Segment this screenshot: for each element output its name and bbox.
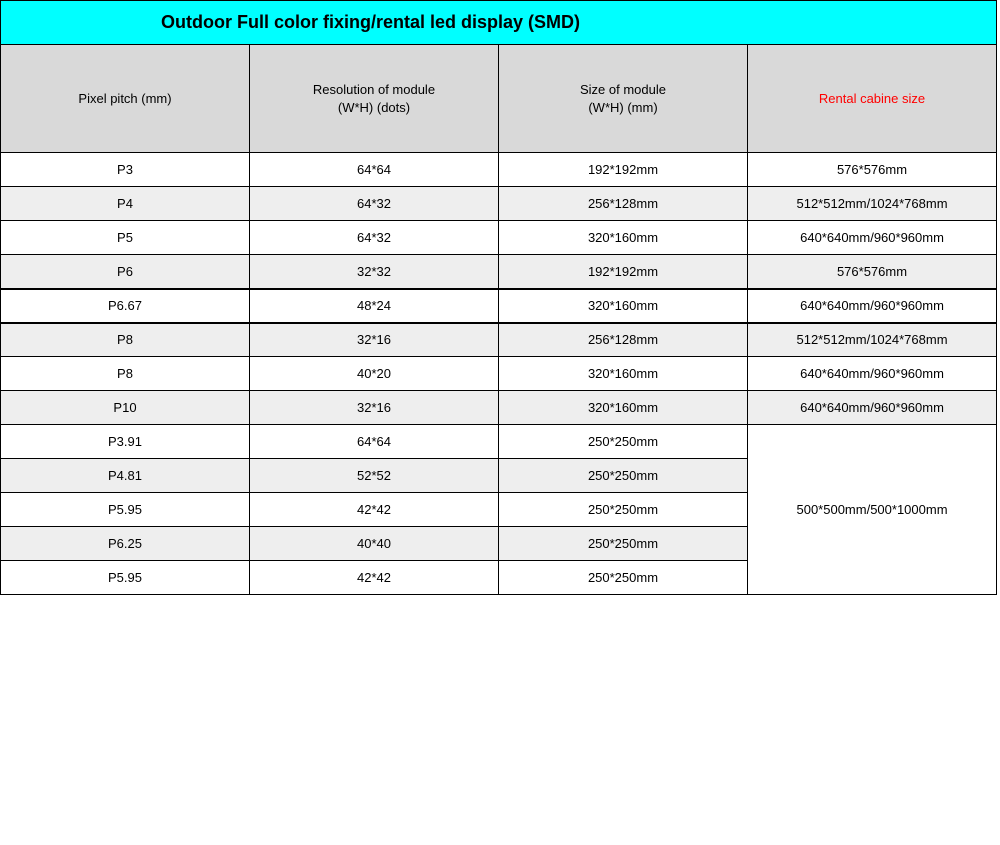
cell: P3.91 (1, 425, 250, 459)
cell: 40*40 (250, 527, 499, 561)
header-line1: Pixel pitch (mm) (78, 91, 171, 106)
cell: 64*32 (250, 187, 499, 221)
cell: P4.81 (1, 459, 250, 493)
cell: 320*160mm (499, 289, 748, 323)
cell: 64*32 (250, 221, 499, 255)
cell: P3 (1, 153, 250, 187)
cell: 512*512mm/1024*768mm (748, 187, 997, 221)
cell-merged: 500*500mm/500*1000mm (748, 425, 997, 595)
cell: 250*250mm (499, 459, 748, 493)
cell: 42*42 (250, 561, 499, 595)
cell: 32*16 (250, 323, 499, 357)
cell: P6.25 (1, 527, 250, 561)
cell: P8 (1, 357, 250, 391)
cell: 192*192mm (499, 153, 748, 187)
cell: P8 (1, 323, 250, 357)
cell: 320*160mm (499, 357, 748, 391)
cell: 64*64 (250, 425, 499, 459)
header-line2: (W*H) (mm) (588, 100, 657, 115)
table-row: P364*64192*192mm576*576mm (1, 153, 997, 187)
header-line2: (W*H) (dots) (338, 100, 410, 115)
cell: 42*42 (250, 493, 499, 527)
led-spec-table: Outdoor Full color fixing/rental led dis… (0, 0, 997, 595)
cell: 52*52 (250, 459, 499, 493)
cell: 512*512mm/1024*768mm (748, 323, 997, 357)
cell: P6 (1, 255, 250, 289)
cell: P10 (1, 391, 250, 425)
header-line1: Size of module (580, 82, 666, 97)
cell: 640*640mm/960*960mm (748, 289, 997, 323)
cell: P4 (1, 187, 250, 221)
table-row: P632*32192*192mm576*576mm (1, 255, 997, 289)
table-title: Outdoor Full color fixing/rental led dis… (1, 1, 997, 45)
table-row: P464*32256*128mm512*512mm/1024*768mm (1, 187, 997, 221)
cell: 32*32 (250, 255, 499, 289)
cell: 320*160mm (499, 221, 748, 255)
cell: 48*24 (250, 289, 499, 323)
cell: 250*250mm (499, 561, 748, 595)
table-row: P3.9164*64250*250mm500*500mm/500*1000mm (1, 425, 997, 459)
cell: 256*128mm (499, 187, 748, 221)
cell: 250*250mm (499, 425, 748, 459)
cell: P6.67 (1, 289, 250, 323)
table-row: P832*16256*128mm512*512mm/1024*768mm (1, 323, 997, 357)
cell: 320*160mm (499, 391, 748, 425)
header-line1: Rental cabine size (819, 91, 925, 106)
column-header-1: Resolution of module (W*H) (dots) (250, 45, 499, 153)
cell: 640*640mm/960*960mm (748, 391, 997, 425)
cell: P5.95 (1, 561, 250, 595)
table-row: P6.6748*24320*160mm640*640mm/960*960mm (1, 289, 997, 323)
cell: 32*16 (250, 391, 499, 425)
cell: 256*128mm (499, 323, 748, 357)
column-header-0: Pixel pitch (mm) (1, 45, 250, 153)
cell: 250*250mm (499, 493, 748, 527)
column-header-3: Rental cabine size (748, 45, 997, 153)
cell: 192*192mm (499, 255, 748, 289)
cell: 640*640mm/960*960mm (748, 221, 997, 255)
cell: 576*576mm (748, 153, 997, 187)
cell: 64*64 (250, 153, 499, 187)
header-line1: Resolution of module (313, 82, 435, 97)
cell: P5.95 (1, 493, 250, 527)
column-header-2: Size of module (W*H) (mm) (499, 45, 748, 153)
cell: 250*250mm (499, 527, 748, 561)
table-row: P1032*16320*160mm640*640mm/960*960mm (1, 391, 997, 425)
cell: P5 (1, 221, 250, 255)
cell: 640*640mm/960*960mm (748, 357, 997, 391)
cell: 576*576mm (748, 255, 997, 289)
table-row: P564*32320*160mm640*640mm/960*960mm (1, 221, 997, 255)
table-row: P840*20320*160mm640*640mm/960*960mm (1, 357, 997, 391)
cell: 40*20 (250, 357, 499, 391)
